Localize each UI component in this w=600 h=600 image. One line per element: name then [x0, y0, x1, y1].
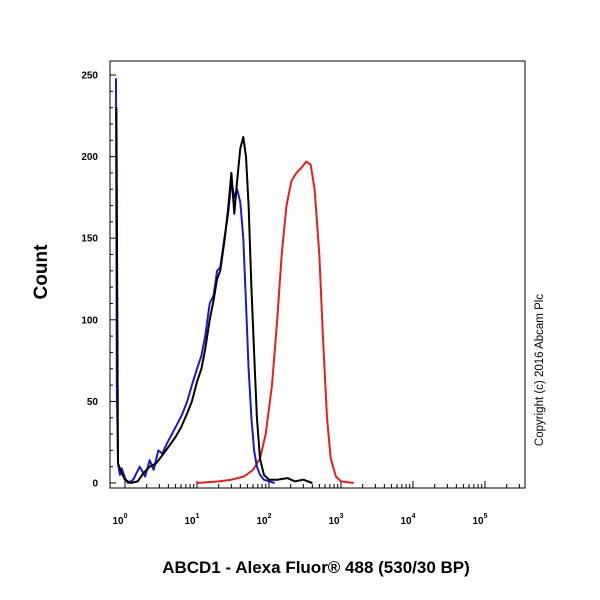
- x-tick-label: 103: [328, 513, 343, 527]
- y-tick-label: 100: [81, 315, 98, 326]
- y-tick-label: 150: [81, 234, 98, 245]
- x-tick-label: 101: [184, 513, 199, 527]
- x-tick-label: 102: [256, 513, 271, 527]
- histogram-series-line: [115, 78, 275, 484]
- copyright-notice: Copyright (c) 2016 Abcam Plc: [534, 294, 546, 446]
- x-tick-label: 100: [112, 513, 127, 527]
- y-tick-label: 0: [92, 479, 98, 490]
- plot-frame: [109, 60, 526, 489]
- x-axis: 100 101 102 103 104 105: [112, 481, 520, 527]
- y-axis: 0 50 100 150 200 250: [81, 71, 116, 490]
- series-lines: [115, 78, 354, 484]
- y-tick-label: 200: [81, 152, 98, 163]
- x-tick-label: 105: [472, 513, 487, 527]
- histogram-series-line: [115, 107, 313, 484]
- x-tick-label: 104: [400, 513, 415, 527]
- y-axis-title: Count: [31, 244, 52, 300]
- histogram-series-line: [196, 160, 354, 484]
- x-axis-title: ABCD1 - Alexa Fluor® 488 (530/30 BP): [162, 558, 470, 577]
- y-tick-label: 50: [87, 397, 99, 408]
- y-tick-label: 250: [81, 71, 98, 82]
